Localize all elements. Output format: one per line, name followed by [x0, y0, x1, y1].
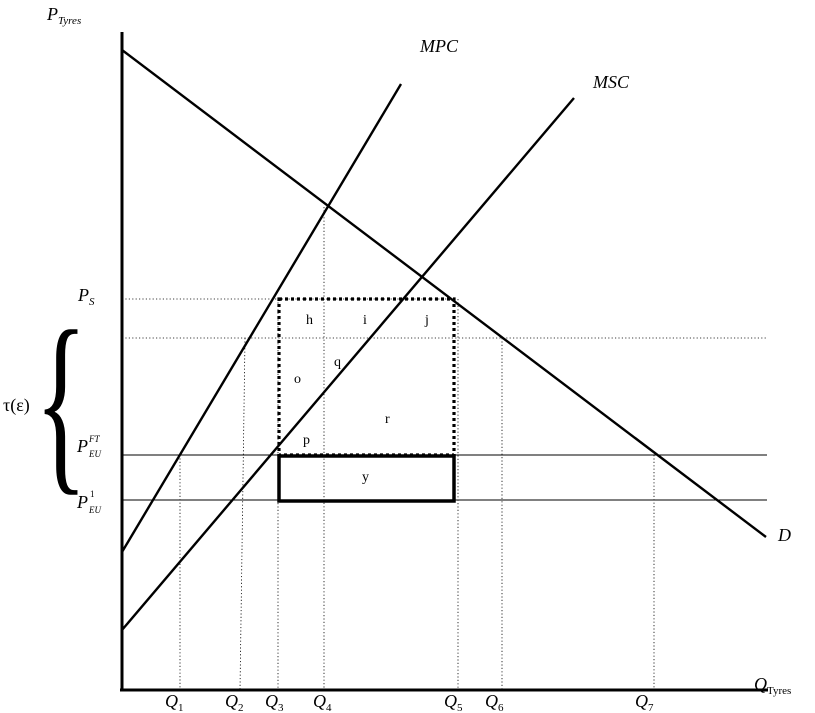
area-y-label: y	[362, 470, 369, 485]
ps-label: PS	[77, 285, 95, 308]
area-i-label: i	[363, 313, 367, 328]
svg-text:1: 1	[90, 489, 95, 499]
demand-label: D	[777, 525, 791, 545]
dotted-welfare-box	[277, 297, 456, 457]
msc-label: MSC	[592, 72, 630, 92]
area-p-label: p	[303, 433, 310, 448]
area-h-label: h	[306, 313, 313, 328]
q2-label: Q2	[225, 691, 244, 713]
area-o-label: o	[294, 372, 301, 387]
mpc-label: MPC	[419, 36, 459, 56]
p-eu-1-label: P 1 EU	[76, 489, 101, 515]
area-j-label: j	[424, 313, 429, 328]
svg-text:FT: FT	[88, 434, 100, 444]
svg-text:EU: EU	[88, 449, 101, 459]
q6-label: Q6	[485, 691, 504, 713]
q5-label: Q5	[444, 691, 463, 713]
q1-label: Q1	[165, 691, 184, 713]
mpc-curve	[120, 83, 403, 553]
msc-curve	[121, 97, 575, 631]
area-labels: h i j o q r p y	[294, 313, 429, 485]
q2-guide-line	[239, 337, 246, 691]
guide-lines	[122, 207, 767, 691]
x-axis-label: QTyres	[754, 674, 791, 697]
area-q-label: q	[334, 355, 341, 370]
q4-label: Q4	[313, 691, 332, 713]
area-r-label: r	[385, 412, 390, 427]
quantity-labels: Q1 Q2 Q3 Q4 Q5 Q6 Q7	[165, 691, 654, 713]
demand-curve	[121, 49, 767, 538]
y-axis-label: PTyres	[46, 4, 81, 27]
tau-label: τ(ε)	[3, 395, 30, 416]
p-eu-ft-label: P FT EU	[76, 434, 101, 459]
svg-text:EU: EU	[88, 505, 101, 515]
svg-text:P: P	[76, 436, 88, 456]
svg-text:P: P	[76, 492, 88, 512]
area-y-box	[277, 454, 456, 503]
q7-label: Q7	[635, 691, 654, 713]
q3-label: Q3	[265, 691, 284, 713]
tau-brace: {	[35, 290, 88, 512]
